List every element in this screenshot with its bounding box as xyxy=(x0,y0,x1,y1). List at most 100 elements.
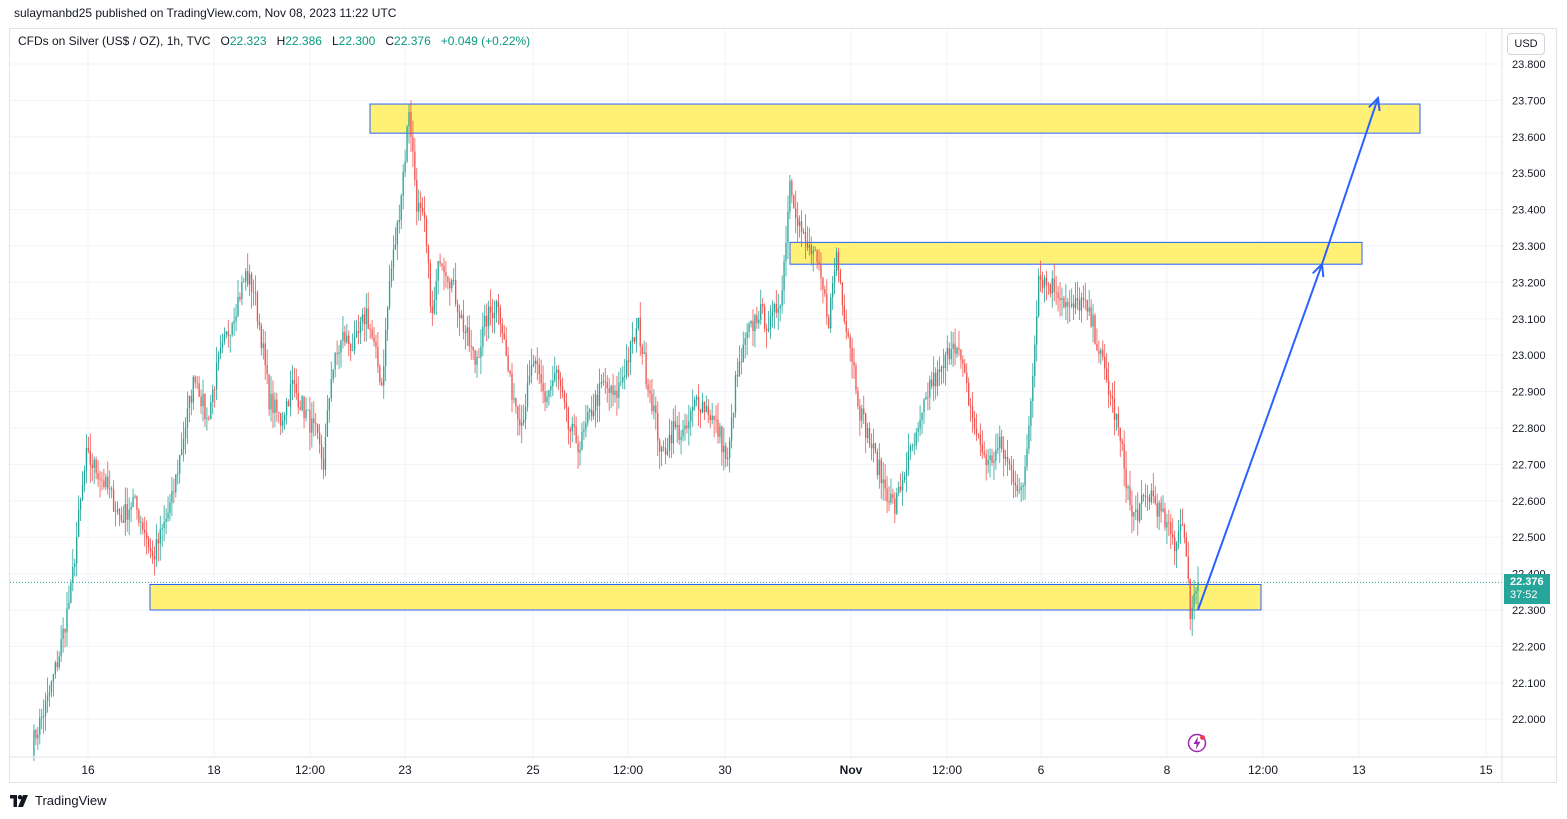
candle-body xyxy=(1144,495,1147,497)
candle-body xyxy=(196,382,198,384)
lightning-icon[interactable] xyxy=(1187,733,1207,753)
candle-body xyxy=(629,341,632,363)
y-tick-label: 22.300 xyxy=(1512,605,1546,617)
candle-body xyxy=(563,392,566,403)
candle-body xyxy=(1036,315,1038,345)
candle-body xyxy=(940,366,943,372)
candle-body xyxy=(707,406,709,416)
candle-body xyxy=(721,426,723,453)
candle-body xyxy=(1039,275,1042,280)
candle-body xyxy=(882,479,884,483)
candle-body xyxy=(41,716,43,718)
candle-body xyxy=(107,476,109,489)
candle-body xyxy=(979,434,982,445)
candle-body xyxy=(952,343,954,349)
candle-body xyxy=(1080,297,1083,311)
candle-body xyxy=(715,419,717,421)
time-axis: 16 18 12:00 23 25 12:00 30 Nov 12:00 6 8 12:00 13 15 xyxy=(10,756,1557,777)
candle-body xyxy=(660,447,663,452)
x-tick-label: Nov xyxy=(840,763,863,777)
footer-brand[interactable]: TradingView xyxy=(10,793,107,808)
candle-body xyxy=(297,392,299,408)
candle-body xyxy=(1104,356,1106,369)
candle-body xyxy=(404,161,406,173)
candle-body xyxy=(977,434,980,436)
candle-body xyxy=(266,364,268,375)
candle-body xyxy=(550,386,552,391)
candle-body xyxy=(180,449,183,456)
candle-body xyxy=(1084,299,1086,301)
candle-body xyxy=(1059,297,1061,300)
candle-body xyxy=(946,348,948,355)
candle-body xyxy=(927,397,929,398)
candle-body xyxy=(445,272,447,277)
candle-body xyxy=(1166,522,1168,528)
candle-body xyxy=(338,352,340,354)
candle-body xyxy=(534,360,536,364)
candle-body xyxy=(793,195,795,209)
candle-body xyxy=(812,250,814,254)
candle-body xyxy=(60,638,62,657)
candle-body xyxy=(571,424,573,432)
candle-body xyxy=(1183,525,1186,538)
candle-body xyxy=(649,390,651,394)
candle-body xyxy=(109,488,111,490)
candle-body xyxy=(993,460,995,463)
candle-body xyxy=(1045,277,1048,285)
candle-body xyxy=(1057,292,1059,298)
candle-body xyxy=(592,411,595,417)
candle-body xyxy=(1053,278,1055,293)
zone-resistance-top xyxy=(369,103,1421,134)
candle-body xyxy=(70,582,72,603)
candle-body xyxy=(289,384,292,407)
candle-body xyxy=(309,409,311,433)
candle-body xyxy=(1127,486,1129,489)
candle-body xyxy=(184,427,187,439)
candle-body xyxy=(627,360,630,363)
candle-body xyxy=(87,448,90,451)
candle-body xyxy=(622,376,624,383)
candle-body xyxy=(503,333,505,340)
candle-body xyxy=(231,323,233,335)
candle-body xyxy=(969,405,972,407)
candle-body xyxy=(907,451,910,470)
candle-body xyxy=(408,112,410,127)
candle-body xyxy=(1086,300,1088,312)
candle-body xyxy=(1096,344,1098,351)
candle-body xyxy=(1090,307,1092,327)
candle-body xyxy=(283,414,286,421)
candle-body xyxy=(692,406,694,412)
y-tick-label: 22.200 xyxy=(1512,641,1546,653)
candle-body xyxy=(210,402,212,419)
candle-body xyxy=(1168,522,1170,523)
currency-button[interactable]: USD xyxy=(1507,33,1545,55)
candle-body xyxy=(355,331,358,338)
candle-body xyxy=(816,250,818,262)
candle-body xyxy=(1148,496,1151,503)
candle-body xyxy=(1119,427,1121,441)
candle-body xyxy=(719,426,721,437)
candle-body xyxy=(1152,490,1154,497)
candle-body xyxy=(237,296,239,317)
candle-body xyxy=(589,409,591,412)
candle-body xyxy=(126,504,128,520)
candle-body xyxy=(1018,489,1020,491)
candle-body xyxy=(134,496,136,498)
candle-body xyxy=(233,320,235,324)
candle-body xyxy=(410,112,412,138)
candle-body xyxy=(1131,505,1133,517)
candle-body xyxy=(103,480,105,488)
candle-body xyxy=(386,307,389,330)
candle-body xyxy=(785,242,787,262)
candle-body xyxy=(1076,298,1079,301)
candle-body xyxy=(544,391,546,403)
chart-frame[interactable] xyxy=(9,28,1557,783)
candle-body xyxy=(497,301,500,308)
candle-body xyxy=(50,681,53,693)
candle-body xyxy=(853,361,855,366)
candle-body xyxy=(367,308,369,329)
x-tick-label: 15 xyxy=(1479,763,1493,777)
candle-body xyxy=(765,328,768,331)
candle-body xyxy=(291,379,294,385)
